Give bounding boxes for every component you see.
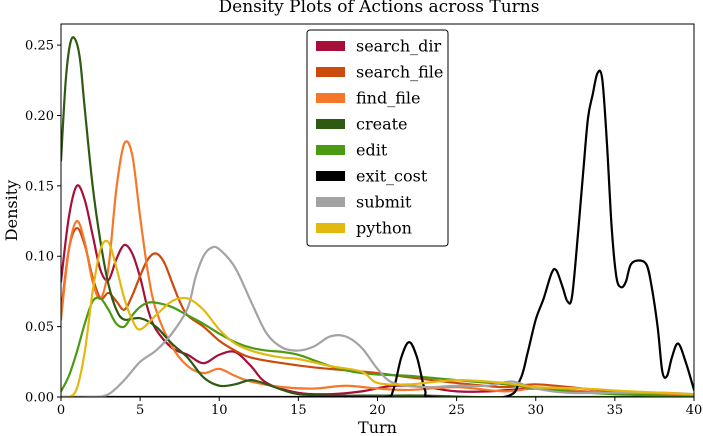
y-tick-label: 0.05	[25, 320, 54, 335]
legend-swatch-search-dir	[316, 41, 345, 51]
x-tick-label: 30	[527, 403, 544, 418]
y-tick-label: 0.15	[25, 179, 54, 194]
series-line-create	[61, 36, 694, 397]
x-axis-title: Turn	[358, 418, 397, 436]
chart-title: Density Plots of Actions across Turns	[219, 0, 540, 17]
legend-label-edit: edit	[356, 141, 388, 160]
legend-label-exit-cost: exit_cost	[356, 167, 428, 186]
legend-swatch-submit	[316, 197, 345, 207]
plot-lines	[61, 36, 694, 397]
legend-swatch-exit-cost	[316, 171, 345, 181]
y-tick-label: 0.10	[25, 250, 54, 265]
legend-label-submit: submit	[356, 193, 412, 212]
x-tick-label: 25	[448, 403, 465, 418]
y-axis: 0.00 0.05 0.10 0.15 0.20 0.25	[25, 39, 61, 406]
legend-box	[306, 29, 449, 247]
x-tick-label: 35	[607, 403, 624, 418]
x-tick-label: 10	[211, 403, 228, 418]
y-axis-title: Density	[2, 180, 21, 241]
legend-label-search-dir: search_dir	[356, 37, 441, 56]
series-line-search-dir	[61, 184, 694, 397]
x-tick-label: 40	[686, 403, 703, 418]
series-line-edit	[61, 296, 694, 397]
legend-label-find-file: find_file	[356, 89, 420, 108]
legend-label-search-file: search_file	[356, 63, 443, 82]
x-tick-label: 5	[136, 403, 144, 418]
x-tick-label: 15	[290, 403, 307, 418]
series-line-exit-cost	[61, 69, 694, 397]
series-line-submit	[61, 245, 694, 397]
y-tick-label: 0.00	[25, 391, 54, 406]
legend-label-create: create	[356, 115, 408, 134]
y-tick-label: 0.20	[25, 109, 54, 124]
x-tick-label: 20	[369, 403, 386, 418]
y-tick-label: 0.25	[25, 39, 54, 54]
legend-swatch-edit	[316, 145, 345, 155]
legend-swatch-search-file	[316, 67, 345, 77]
series-line-python	[61, 239, 694, 397]
legend-swatch-python	[316, 223, 345, 233]
x-tick-label: 0	[57, 403, 65, 418]
legend-swatch-find-file	[316, 93, 345, 103]
legend-label-python: python	[356, 219, 412, 238]
x-axis: 0 5 10 15 20 25 30 35 40	[57, 397, 702, 418]
legend-swatch-create	[316, 119, 345, 129]
